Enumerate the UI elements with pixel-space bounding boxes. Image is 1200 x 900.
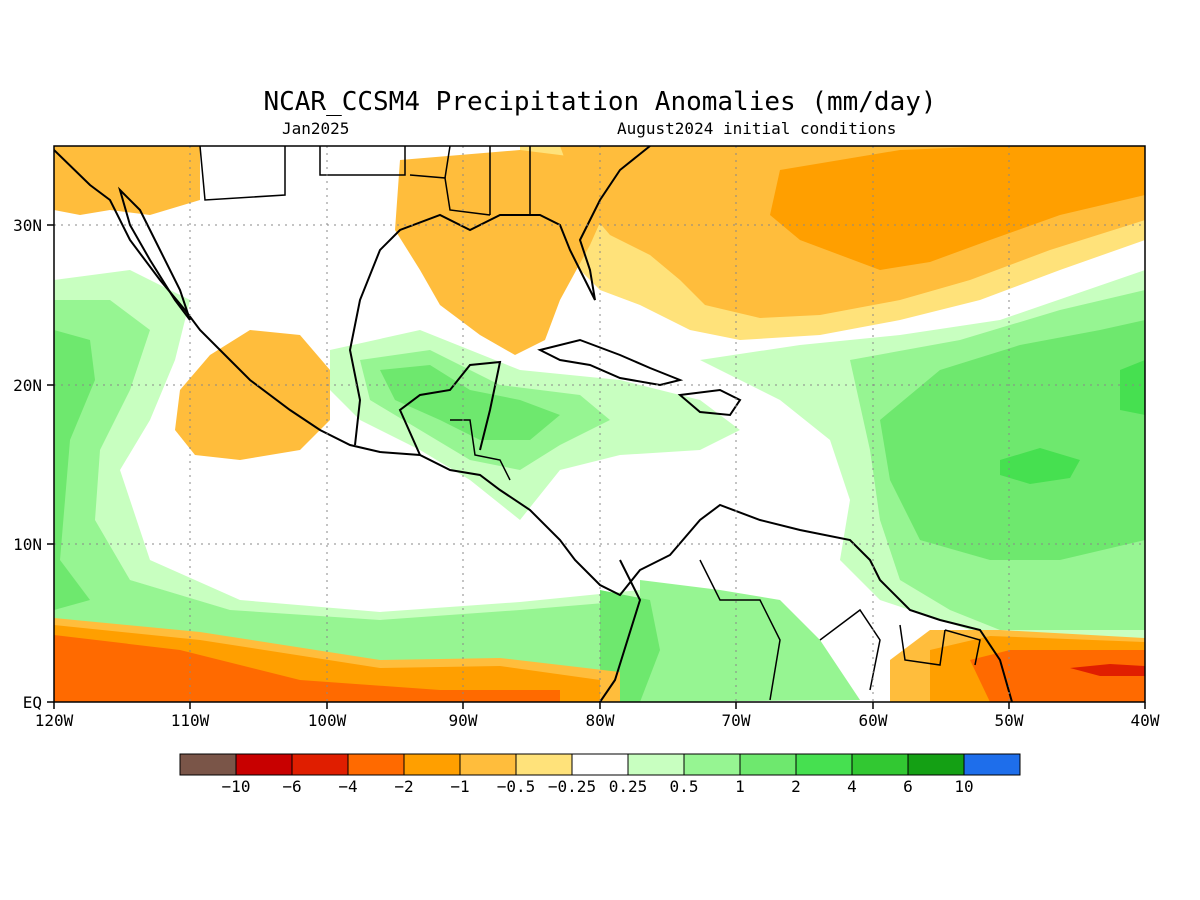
colorbar-boxes <box>179 753 1021 776</box>
axis-ticks <box>47 224 1146 709</box>
colorbar-swatch <box>627 753 685 776</box>
anomaly-dry-equatorial-pacific-core <box>54 635 560 702</box>
anomaly-wet-atlantic-strong <box>1000 448 1080 484</box>
anomaly-dry-equatorial-atlantic-core <box>970 650 1145 702</box>
lat-label: 30N <box>13 216 42 235</box>
colorbar-label: −6 <box>282 777 301 796</box>
colorbar-label: 4 <box>847 777 857 796</box>
colorbar-label: 6 <box>903 777 913 796</box>
anomaly-dry-equatorial-atlantic-peak <box>1070 664 1145 676</box>
lon-label: 120W <box>35 711 74 730</box>
colorbar-swatch <box>683 753 741 776</box>
lon-label: 80W <box>586 711 615 730</box>
anomaly-dry-northwest <box>54 146 200 215</box>
colorbar-swatch <box>291 753 349 776</box>
colorbar-label: −10 <box>222 777 251 796</box>
country-borders <box>199 146 981 701</box>
subtitle-valid-month: Jan2025 <box>282 119 349 138</box>
anomaly-wet-pacific <box>54 300 640 702</box>
colorbar-swatch <box>347 753 405 776</box>
colorbar-label: 10 <box>954 777 973 796</box>
lon-label: 90W <box>449 711 478 730</box>
colorbar-swatch <box>571 753 629 776</box>
lat-label: 10N <box>13 535 42 554</box>
colorbar-label: 0.25 <box>609 777 648 796</box>
colorbar-swatch <box>795 753 853 776</box>
colorbar-swatch <box>403 753 461 776</box>
anomaly-dry-mexico <box>175 330 330 460</box>
colorbar-swatch <box>235 753 293 776</box>
colorbar-label: −2 <box>394 777 413 796</box>
colorbar-swatch <box>963 753 1021 776</box>
colorbar-label: 2 <box>791 777 801 796</box>
anomaly-wet-pacific-core <box>54 330 95 610</box>
lon-label: 60W <box>859 711 888 730</box>
colorbar-label: −1 <box>450 777 469 796</box>
anomaly-wet-caribbean-core <box>380 365 560 440</box>
lon-label: 40W <box>1131 711 1160 730</box>
figure-title: NCAR_CCSM4 Precipitation Anomalies (mm/d… <box>263 87 936 117</box>
colorbar-labels: −10 −6 −4 −2 −1 −0.5 −0.25 0.25 0.5 1 2 4 6 10 <box>222 777 974 796</box>
colorbar-label: 0.5 <box>670 777 699 796</box>
colorbar-swatch <box>739 753 797 776</box>
subtitle-initial-conditions: August2024 initial conditions <box>617 119 896 138</box>
lon-label: 110W <box>171 711 210 730</box>
colorbar-swatch <box>179 753 237 776</box>
colorbar-label: −0.5 <box>497 777 536 796</box>
lon-label: 70W <box>722 711 751 730</box>
coastlines <box>54 146 1013 702</box>
lat-label: EQ <box>23 693 42 712</box>
anomaly-wet-south-america <box>640 580 860 702</box>
anomaly-wet-pacific-outer <box>54 270 640 702</box>
lon-label: 50W <box>995 711 1024 730</box>
anomaly-wet-atlantic-core <box>880 320 1145 560</box>
colorbar-swatch <box>907 753 965 776</box>
colorbar-swatch <box>851 753 909 776</box>
lat-label: 20N <box>13 376 42 395</box>
anomaly-dry-atlantic-strong <box>770 146 1145 270</box>
colorbar-label: −0.25 <box>548 777 596 796</box>
map-area <box>54 146 1145 702</box>
lon-label: 100W <box>308 711 347 730</box>
colorbar-swatch <box>515 753 573 776</box>
gridlines <box>54 146 1145 702</box>
colorbar-label: 1 <box>735 777 745 796</box>
colorbar-swatch <box>459 753 517 776</box>
anomaly-wet-atlantic-strong-east <box>1120 360 1145 415</box>
colorbar: −10 −6 −4 −2 −1 −0.5 −0.25 0.25 0.5 1 2 4 6 10 <box>179 753 1021 796</box>
colorbar-label: −4 <box>338 777 357 796</box>
